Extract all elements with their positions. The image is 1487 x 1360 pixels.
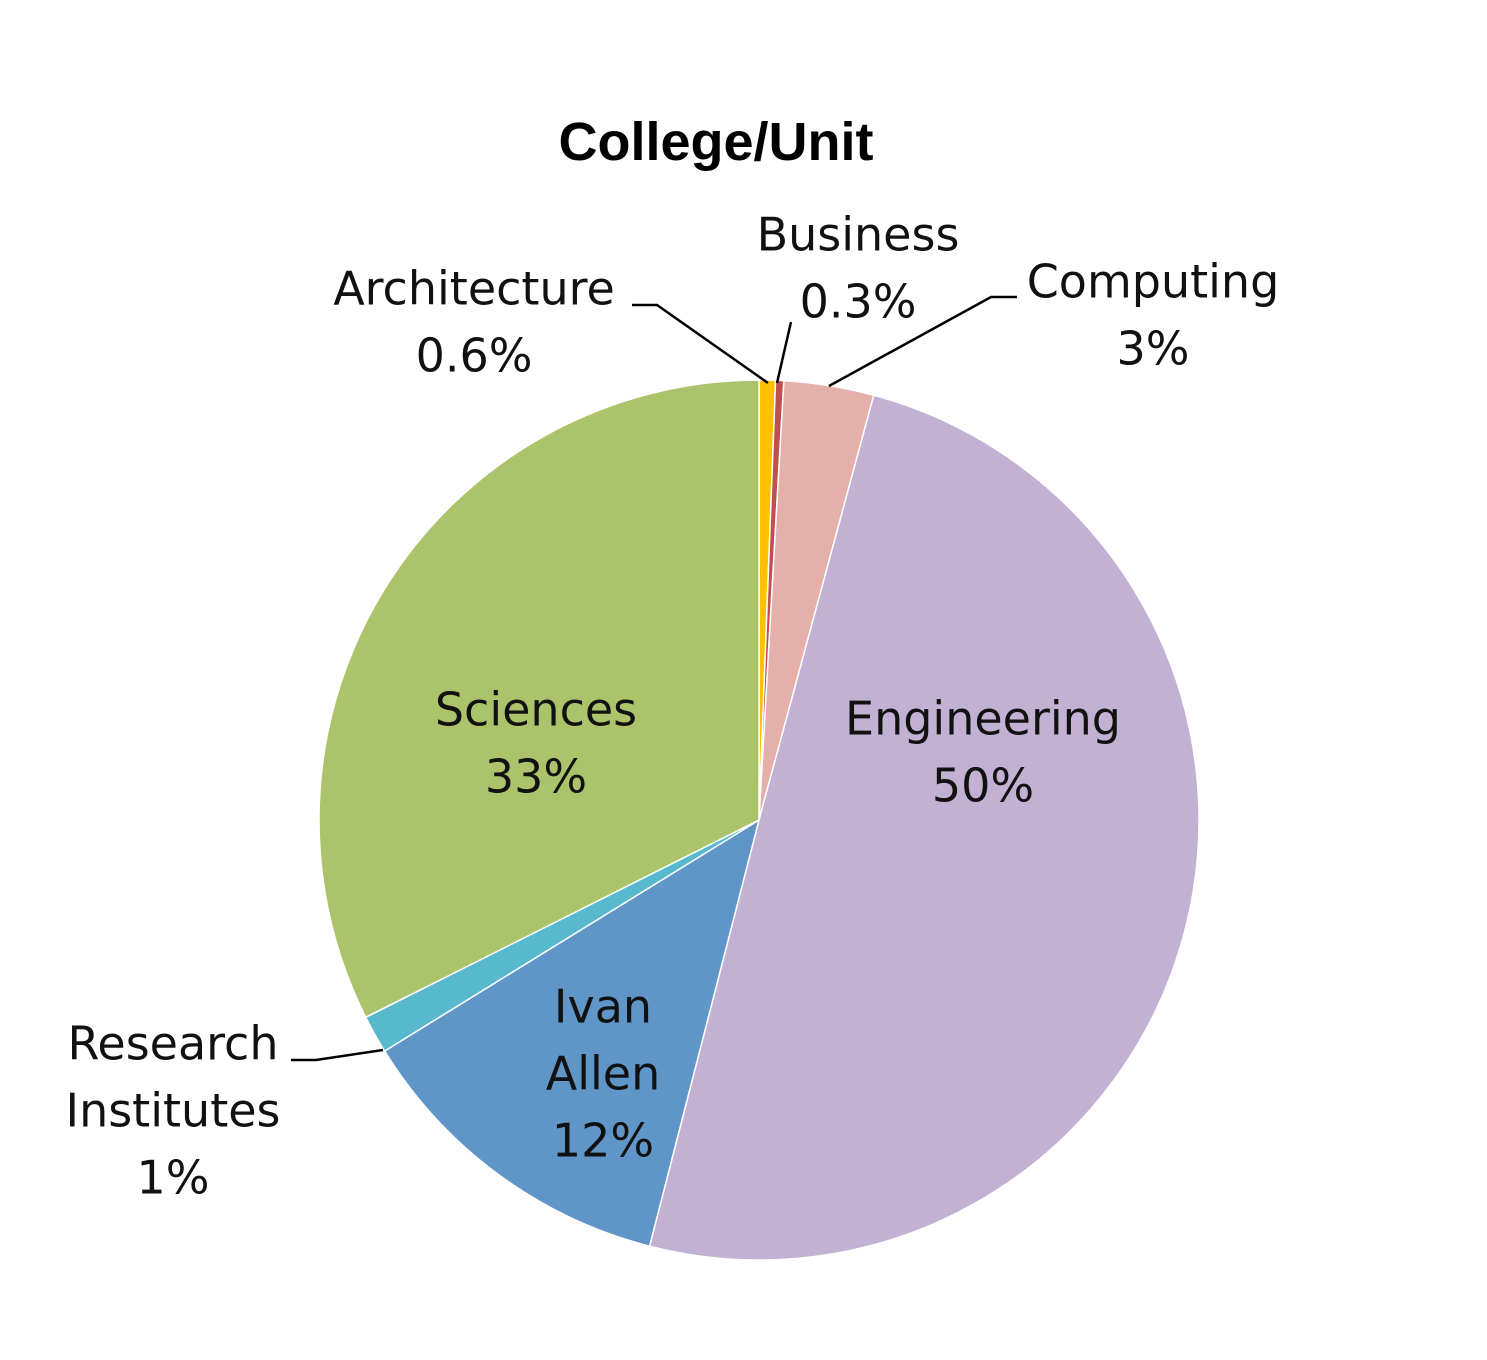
slice-name-ivan-allen-1: Ivan — [554, 980, 652, 1034]
slice-name-ivan-allen-2: Allen — [546, 1047, 660, 1101]
pie-slice-engineering — [648, 394, 1201, 1261]
slice-value-research-institutes: 1% — [137, 1151, 210, 1205]
slice-value-sciences: 33% — [485, 750, 587, 804]
slice-value-architecture: 0.6% — [416, 329, 533, 383]
pie-slices — [318, 379, 1201, 1261]
slice-value-engineering: 50% — [932, 759, 1034, 813]
slice-value-computing: 3% — [1117, 322, 1190, 376]
leader-line-research-institutes — [291, 1048, 384, 1062]
slice-name-research-institutes-2: Institutes — [66, 1084, 281, 1138]
pie-slice-sciences — [318, 379, 760, 1019]
slice-value-business: 0.3% — [800, 275, 917, 329]
slice-name-architecture: Architecture — [333, 262, 615, 316]
leader-lines — [291, 295, 1017, 1062]
leader-line-computing — [828, 295, 1017, 388]
slice-name-engineering: Engineering — [845, 692, 1121, 746]
slice-labels: Architecture 0.6% Business 0.3% Computing 3% E… — [66, 208, 1280, 1205]
slice-name-business: Business — [757, 208, 960, 262]
leader-line-architecture — [632, 303, 769, 385]
slice-value-ivan-allen: 12% — [552, 1114, 654, 1168]
slice-name-sciences: Sciences — [435, 683, 637, 737]
chart-title: College/Unit — [558, 112, 873, 172]
slice-name-research-institutes-1: Research — [68, 1017, 279, 1071]
slice-name-computing: Computing — [1027, 255, 1280, 309]
leader-line-business — [775, 321, 793, 384]
pie-slice-ivan-allen — [383, 818, 761, 1248]
